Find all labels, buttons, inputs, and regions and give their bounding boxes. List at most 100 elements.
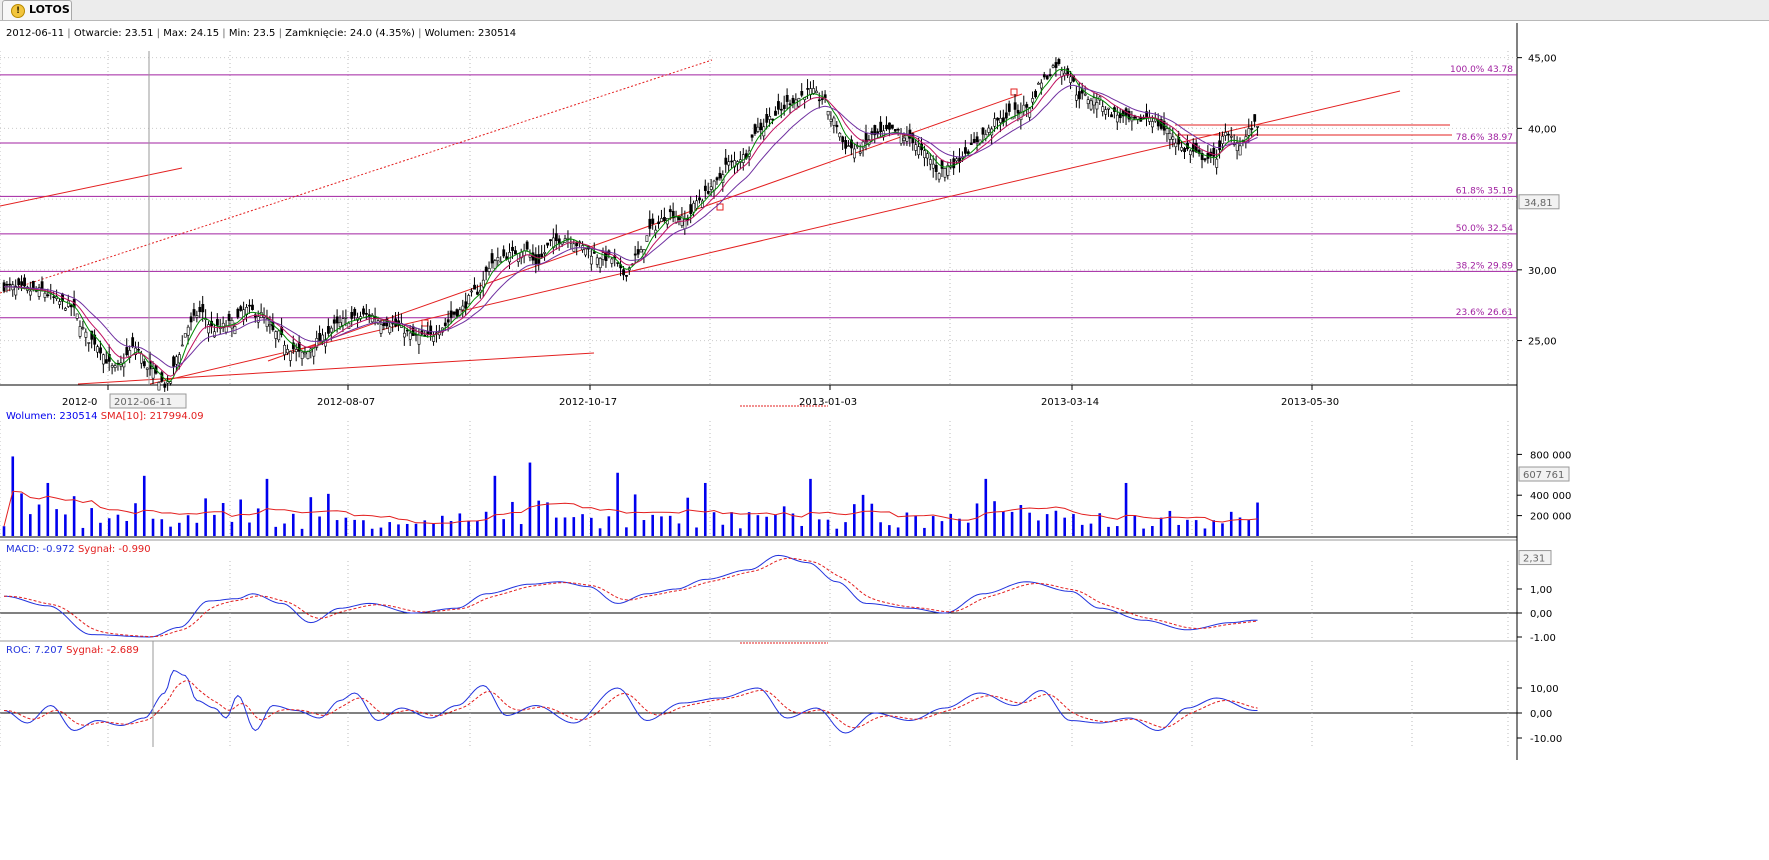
candle-body: [476, 291, 479, 295]
candle-body: [893, 129, 897, 132]
candle-body: [549, 239, 552, 242]
candle-body: [134, 347, 137, 356]
candle-body: [695, 200, 699, 209]
candle-body: [660, 218, 663, 222]
moving-average-ema-5: [4, 68, 1258, 382]
candle-body: [1101, 106, 1105, 112]
volume-bar: [966, 522, 970, 536]
volume-bar: [1212, 520, 1216, 536]
candle-body: [1004, 112, 1008, 119]
tab-lotos[interactable]: ! LOTOS: [2, 0, 72, 20]
candle-body: [46, 294, 50, 297]
candle-body: [58, 301, 62, 305]
candle-body: [774, 110, 777, 116]
candle-body: [1019, 111, 1023, 121]
candle-body: [99, 347, 102, 354]
candle-body: [1247, 128, 1251, 136]
volume-tick-label-1: 400 000: [1530, 491, 1571, 502]
volume-bar: [335, 520, 339, 536]
volume-bar: [493, 475, 497, 536]
candle-body: [931, 163, 935, 169]
candle-body: [1191, 142, 1195, 152]
price-tick-label-0: 45,00: [1528, 54, 1557, 65]
candle-body: [1189, 150, 1192, 155]
volume-bar: [204, 498, 207, 536]
candle-body: [1007, 103, 1011, 112]
macd-tick-label-1: 0,00: [1530, 609, 1552, 620]
volume-bar: [476, 520, 479, 536]
candle-body: [820, 98, 824, 101]
volume-bar: [1019, 505, 1023, 536]
volume-bar: [1177, 524, 1180, 536]
candle-body: [516, 253, 520, 263]
candle-body: [37, 287, 41, 297]
candle-body: [715, 177, 719, 181]
candle-body: [274, 331, 278, 339]
macd-panel-label: MACD: -0.972 Sygnał: -0.990: [6, 544, 151, 555]
candle-body: [315, 338, 319, 348]
volume-bar: [835, 528, 839, 536]
candle-body: [964, 147, 967, 154]
volume-bar: [546, 502, 549, 536]
candle-body: [595, 257, 599, 265]
candle-body: [87, 342, 91, 344]
candle-body: [461, 305, 465, 311]
candle-body: [318, 333, 322, 342]
volume-bar: [414, 523, 418, 536]
candle-body: [321, 334, 324, 342]
candle-body: [996, 117, 999, 121]
candle-body: [496, 257, 500, 261]
candle-body: [417, 334, 421, 345]
candle-body: [452, 311, 456, 315]
volume-bar: [1142, 528, 1145, 536]
candle-body: [1171, 136, 1175, 140]
candle-body: [703, 185, 707, 191]
volume-bar: [274, 526, 278, 536]
candle-body: [5, 283, 9, 286]
volume-bar: [484, 511, 488, 536]
candle-body: [248, 304, 251, 307]
candle-body: [534, 254, 538, 265]
candle-body: [554, 233, 558, 242]
stock-chart[interactable]: 2012-06-11 | Otwarcie: 23.51 | Max: 24.1…: [0, 21, 1769, 760]
volume-bar: [1151, 526, 1154, 536]
candle-body: [1203, 158, 1207, 161]
candle-body: [455, 309, 459, 317]
volume-bar: [353, 519, 356, 536]
volume-bar: [590, 517, 593, 536]
candle-body: [81, 327, 85, 329]
volume-bar: [1037, 520, 1040, 536]
candle-body: [1215, 158, 1219, 168]
volume-bar: [809, 478, 812, 536]
volume-bar: [142, 475, 146, 536]
candle-body: [999, 117, 1002, 124]
candle-body: [765, 114, 769, 123]
volume-bar: [765, 516, 768, 536]
candle-body: [464, 301, 468, 309]
candle-body: [791, 97, 795, 104]
volume-bar: [730, 512, 733, 536]
tab-label: LOTOS: [29, 3, 70, 16]
last-volume-box: [1518, 466, 1570, 482]
candle-body: [69, 304, 73, 308]
candle-body: [236, 308, 240, 318]
price-tick-label-3: 25,00: [1528, 337, 1557, 348]
volume-bar: [1010, 511, 1014, 536]
fibonacci-levels: 100.0% 43.78 78.6% 38.97 61.8% 35.19 50.0% …: [0, 65, 1517, 319]
candle-body: [750, 134, 754, 138]
candle-body: [172, 356, 175, 367]
candle-body: [140, 353, 143, 364]
candle-body: [815, 90, 818, 94]
candle-body: [1031, 98, 1035, 103]
volume-bar: [703, 482, 707, 536]
volume-bar: [397, 524, 400, 536]
candle-body: [1075, 94, 1078, 101]
candle-body: [1253, 114, 1257, 122]
volume-bar: [1107, 526, 1110, 536]
volume-bar: [195, 522, 199, 536]
volume-bar: [441, 515, 444, 536]
volume-bar: [449, 520, 453, 536]
volume-bar: [537, 500, 541, 536]
candle-body: [800, 91, 804, 96]
candle-body: [712, 180, 716, 191]
